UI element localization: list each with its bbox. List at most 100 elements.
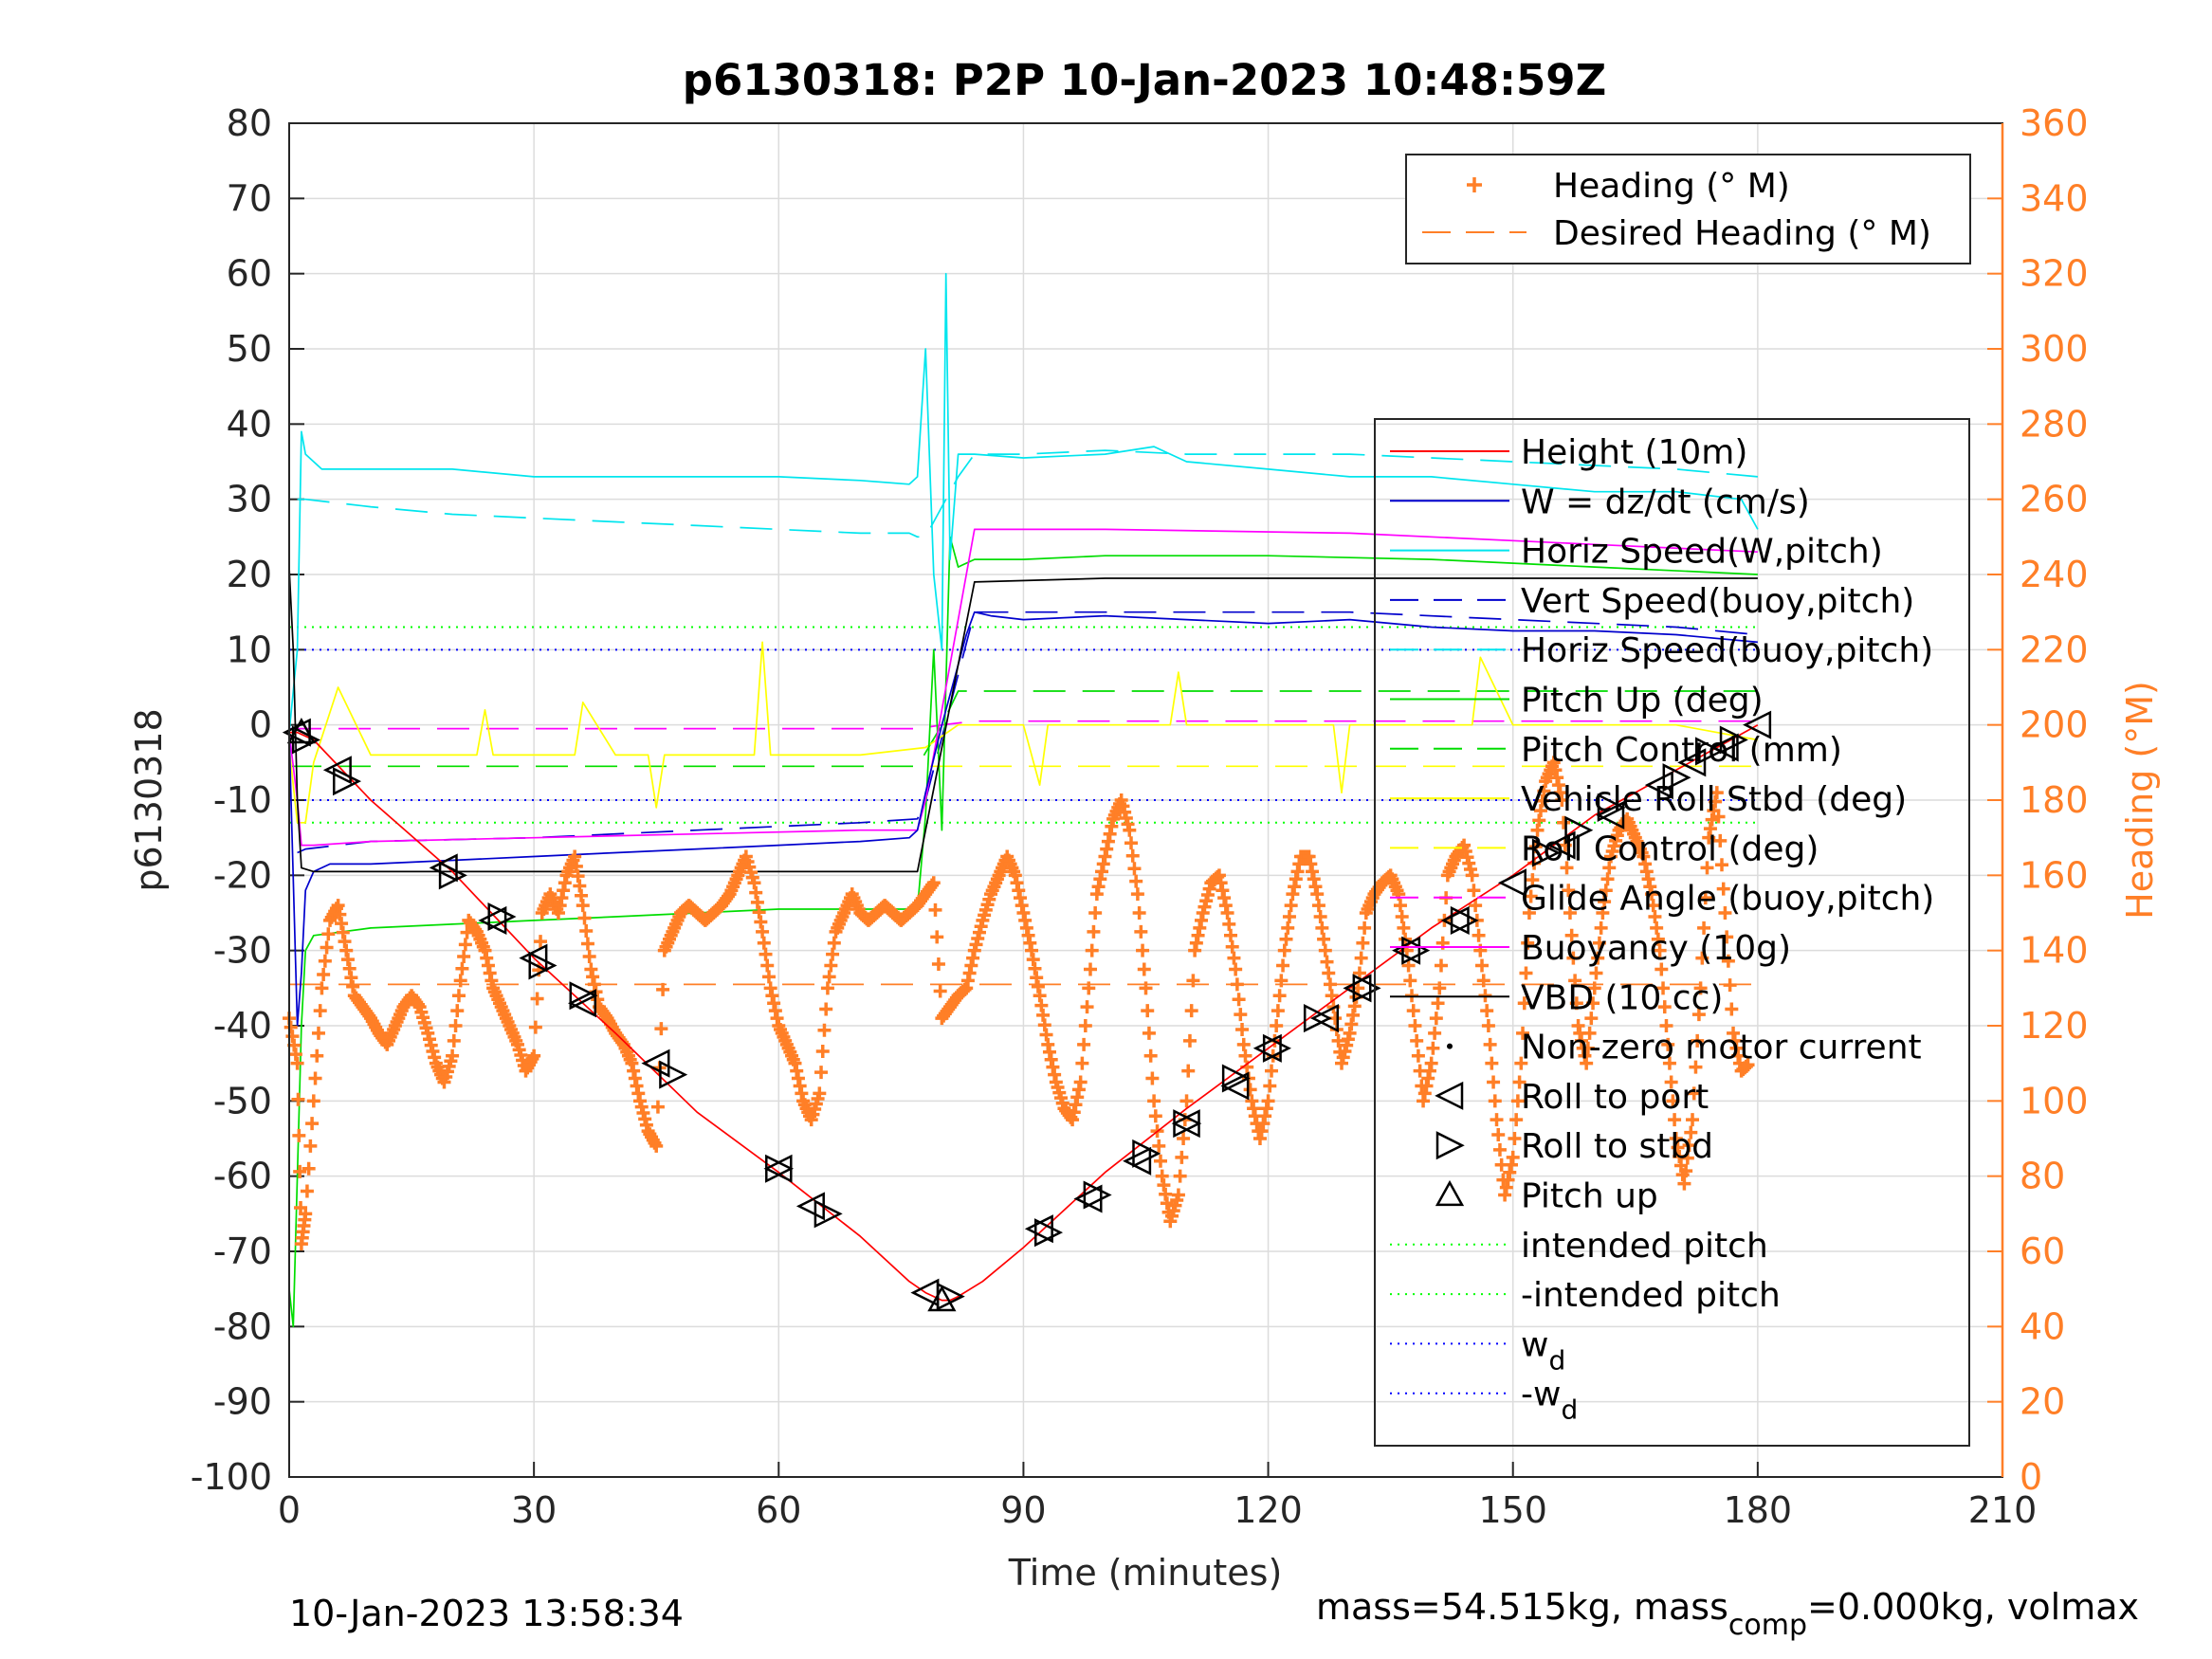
heading-point <box>761 970 776 984</box>
roll-to-stbd-marker <box>291 725 321 755</box>
tick-labels: 0 30 60 90 120 150 180 210-100-90-80-70-60-50-4… <box>191 102 2089 1531</box>
legend-main-label-text: Height (10m) <box>1521 433 1747 472</box>
heading-point <box>1323 977 1337 992</box>
y-axis-label: p6130318 <box>128 708 170 891</box>
x-tick-label: 90 <box>1000 1489 1046 1531</box>
heading-point <box>1143 1048 1158 1063</box>
y2-tick-label: 220 <box>2020 629 2089 670</box>
heading-point <box>450 1004 465 1018</box>
heading-point <box>1142 1026 1156 1040</box>
heading-point <box>1265 1064 1279 1078</box>
grid <box>288 122 2003 1478</box>
y2-tick-label: 300 <box>2020 328 2089 370</box>
heading-point <box>1488 1094 1502 1108</box>
heading-point <box>528 1020 542 1034</box>
legend-main-label: -wd <box>1521 1376 1578 1426</box>
roll-to-port-marker <box>1392 936 1421 965</box>
legend-main-label: intended pitch <box>1521 1227 1768 1266</box>
heading-point <box>321 927 336 941</box>
heading-point <box>1519 966 1533 980</box>
heading-point <box>1653 943 1667 957</box>
heading-point <box>1186 974 1200 988</box>
heading-point <box>1591 951 1605 965</box>
heading-point <box>1508 1132 1522 1145</box>
y2-tick-label: 240 <box>2020 554 2089 595</box>
heading-point <box>1137 962 1151 976</box>
heading-point <box>1080 1000 1094 1014</box>
roll-to-stbd-marker <box>1132 1139 1161 1168</box>
heading-point <box>1716 882 1730 896</box>
series-layer <box>283 274 1759 1328</box>
heading-point <box>1075 1056 1089 1070</box>
heading-point <box>1429 1012 1443 1026</box>
heading-point <box>1473 943 1488 957</box>
heading-point <box>299 1207 313 1221</box>
heading-point <box>1480 1004 1494 1018</box>
x-tick-label: 120 <box>1234 1489 1303 1531</box>
heading-point <box>1127 862 1142 876</box>
heading-point <box>1153 1154 1167 1168</box>
heading-point <box>1132 906 1146 920</box>
heading-point <box>455 961 469 975</box>
legend-main-label-text: intended pitch <box>1521 1227 1768 1266</box>
legend-main-label: Height (10m) <box>1521 433 1747 472</box>
legend-main-label-text: -intended pitch <box>1521 1276 1781 1315</box>
heading-point <box>1566 951 1581 965</box>
legend-main-label: Horiz Speed(buoy,pitch) <box>1521 631 1933 670</box>
heading-point <box>1182 1033 1197 1048</box>
heading-point <box>1428 1026 1442 1040</box>
heading-point <box>1594 921 1608 935</box>
heading-point <box>576 899 590 913</box>
heading-point <box>1662 1056 1676 1070</box>
roll-to-stbd-marker <box>1033 1218 1064 1248</box>
heading-point <box>305 1117 320 1131</box>
heading-point <box>1568 974 1582 988</box>
heading-point <box>1666 1094 1680 1108</box>
heading-point <box>1229 962 1243 976</box>
heading-point <box>817 1023 832 1037</box>
series-horiz-dash <box>297 449 1758 538</box>
series-w <box>288 611 1758 1027</box>
heading-point <box>649 1139 664 1153</box>
y-tick-label: -90 <box>213 1381 272 1423</box>
heading-point <box>1181 1064 1196 1078</box>
heading-point <box>577 911 592 925</box>
legend-tri <box>1435 1131 1465 1160</box>
y-tick-label: 40 <box>227 403 272 445</box>
heading-point <box>933 984 947 998</box>
heading-point <box>1139 981 1153 995</box>
heading-point <box>1220 906 1234 920</box>
heading-point <box>1602 861 1617 875</box>
y-tick-label: 70 <box>227 177 272 219</box>
y-tick-label: -40 <box>213 1005 272 1047</box>
heading-point <box>1073 1075 1088 1089</box>
legend-main-label: wd <box>1521 1325 1565 1376</box>
heading-point <box>1410 1033 1424 1048</box>
y-tick-label: 50 <box>227 328 272 370</box>
heading-point <box>1524 889 1538 903</box>
heading-point <box>1581 1041 1595 1055</box>
legend-heading-box <box>1405 154 1971 264</box>
heading-point <box>1078 1019 1092 1032</box>
heading-point <box>1646 899 1660 913</box>
y-tick-label: -80 <box>213 1305 272 1347</box>
legend-main-label-text: Pitch up <box>1521 1177 1658 1216</box>
heading-point <box>1680 1151 1694 1165</box>
y2-tick-label: 280 <box>2020 403 2089 445</box>
heading-point <box>1234 1008 1248 1022</box>
legend-main-label: Horiz Speed(W,pitch) <box>1521 533 1883 572</box>
heading-point <box>453 974 467 988</box>
legend-tri <box>1435 1081 1464 1110</box>
y-tick-label: -10 <box>213 779 272 821</box>
legend-main-box <box>1374 418 1970 1447</box>
y2-tick-label: 320 <box>2020 253 2089 295</box>
heading-point <box>1661 1037 1675 1051</box>
heading-point <box>815 1044 830 1058</box>
roll-to-stbd-marker <box>487 902 517 931</box>
heading-point <box>1599 884 1613 898</box>
heading-point <box>827 936 841 950</box>
heading-point <box>1487 1075 1501 1089</box>
heading-point <box>1481 1019 1495 1032</box>
heading-point <box>451 989 466 1003</box>
roll-to-port-marker <box>429 853 458 883</box>
